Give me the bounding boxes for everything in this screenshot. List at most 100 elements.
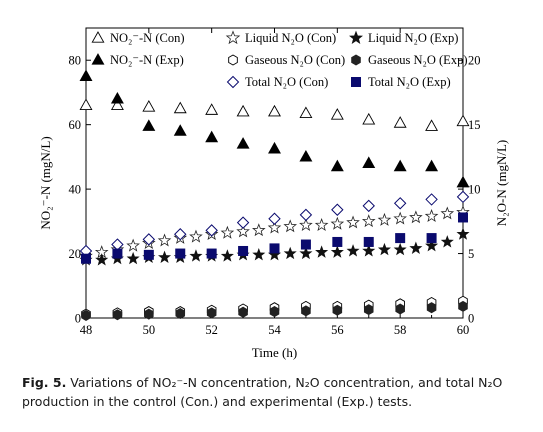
legend-label: NO₂⁻-N (Con) <box>110 31 185 45</box>
data-point <box>283 219 297 233</box>
data-point <box>144 308 154 320</box>
x-axis: 48 50 52 54 56 58 60 <box>80 28 470 337</box>
data-point <box>346 215 360 229</box>
series-0 <box>79 98 470 131</box>
y-axis-left-label: NO₂⁻-N (mgN/L) <box>38 136 53 229</box>
legend-item-0: NO₂⁻-N (Con) <box>91 31 185 45</box>
data-point <box>393 197 407 210</box>
data-point <box>173 101 187 114</box>
data-point <box>158 250 172 263</box>
data-point <box>268 104 281 117</box>
y-left-tick-label: 20 <box>69 247 82 261</box>
data-point <box>395 233 406 244</box>
data-point <box>425 238 439 252</box>
data-point <box>458 300 468 312</box>
data-point <box>189 229 203 243</box>
data-point <box>393 242 407 256</box>
series-1 <box>79 69 470 188</box>
y-left-tick-label: 40 <box>69 183 82 197</box>
data-point <box>238 306 248 318</box>
data-point <box>299 246 313 260</box>
data-point <box>174 228 187 241</box>
figure-chart: 48 50 52 54 56 58 60 0 20 40 60 80 0 5 10 15 20 Time (… <box>38 27 509 360</box>
data-point <box>393 211 407 225</box>
legend-marker <box>225 30 241 45</box>
legend-marker <box>349 30 363 44</box>
series-7 <box>81 212 468 264</box>
data-point <box>362 199 375 213</box>
data-point <box>395 303 405 315</box>
y-axis-left: 0 20 40 60 80 <box>69 54 91 326</box>
data-point <box>79 69 93 81</box>
data-point <box>95 253 109 266</box>
y-left-tick-label: 0 <box>75 312 81 326</box>
caption-label: Fig. 5. <box>22 375 67 390</box>
x-tick-label: 56 <box>331 323 344 337</box>
data-point <box>393 159 407 172</box>
legend-label: Total N₂O (Con) <box>245 75 328 89</box>
x-tick-label: 52 <box>205 323 218 337</box>
y-right-tick-label: 10 <box>468 183 481 197</box>
data-point <box>330 216 345 230</box>
y-right-tick-label: 0 <box>468 312 474 326</box>
data-point <box>126 251 140 265</box>
data-point <box>112 248 123 259</box>
data-point <box>377 212 392 226</box>
data-point <box>332 236 343 247</box>
data-point <box>362 112 376 125</box>
legend-label: Gaseous N₂O (Exp) <box>368 53 467 67</box>
data-point <box>363 236 374 247</box>
data-point <box>220 225 235 239</box>
caption-text: Variations of NO₂⁻-N concentration, N₂O … <box>22 375 503 409</box>
data-point <box>363 304 374 316</box>
data-point <box>426 233 437 244</box>
legend: NO₂⁻-N (Con) Liquid N₂O (Con) Liquid N₂O (… <box>91 30 467 89</box>
legend-item-4: Gaseous N₂O (Con) <box>228 53 345 67</box>
y-left-tick-label: 60 <box>69 118 82 132</box>
data-point <box>331 203 344 216</box>
data-point <box>456 190 470 204</box>
x-tick-label: 60 <box>457 323 470 337</box>
data-point <box>458 212 468 223</box>
data-point <box>110 91 124 104</box>
data-point <box>175 248 186 259</box>
legend-marker <box>228 54 238 66</box>
legend-label: Gaseous N₂O (Con) <box>245 53 345 67</box>
y-right-tick-label: 15 <box>468 118 481 132</box>
data-point <box>330 159 344 172</box>
data-point <box>315 245 329 258</box>
y-left-tick-label: 80 <box>69 54 82 68</box>
legend-item-6: Total N₂O (Con) <box>226 75 328 89</box>
legend-item-5: Gaseous N₂O (Exp) <box>351 53 467 67</box>
data-point <box>456 227 470 240</box>
legend-item-3: Liquid N₂O (Exp) <box>349 30 458 45</box>
data-point <box>393 116 407 128</box>
legend-marker <box>351 54 361 66</box>
data-point <box>314 218 329 231</box>
data-point <box>361 214 376 228</box>
data-point <box>173 124 187 136</box>
x-tick-label: 48 <box>80 323 93 337</box>
data-point <box>81 309 91 321</box>
data-point <box>252 223 266 237</box>
data-point <box>425 119 439 131</box>
data-point <box>268 212 281 225</box>
series-6 <box>79 190 470 258</box>
x-tick-label: 58 <box>394 323 407 337</box>
data-point <box>142 233 156 246</box>
data-point <box>299 208 313 222</box>
data-point <box>299 149 313 162</box>
data-point <box>267 220 282 234</box>
data-point <box>269 243 280 254</box>
data-point <box>330 245 344 258</box>
data-point <box>301 305 311 317</box>
x-axis-label: Time (h) <box>252 345 297 360</box>
plot-frame <box>85 27 464 319</box>
data-point <box>409 241 423 254</box>
data-point <box>269 306 280 318</box>
legend-item-1: NO₂⁻-N (Exp) <box>91 53 184 67</box>
data-point <box>440 235 454 248</box>
data-point <box>252 247 266 261</box>
legend-marker <box>226 75 240 89</box>
data-point <box>175 307 186 320</box>
